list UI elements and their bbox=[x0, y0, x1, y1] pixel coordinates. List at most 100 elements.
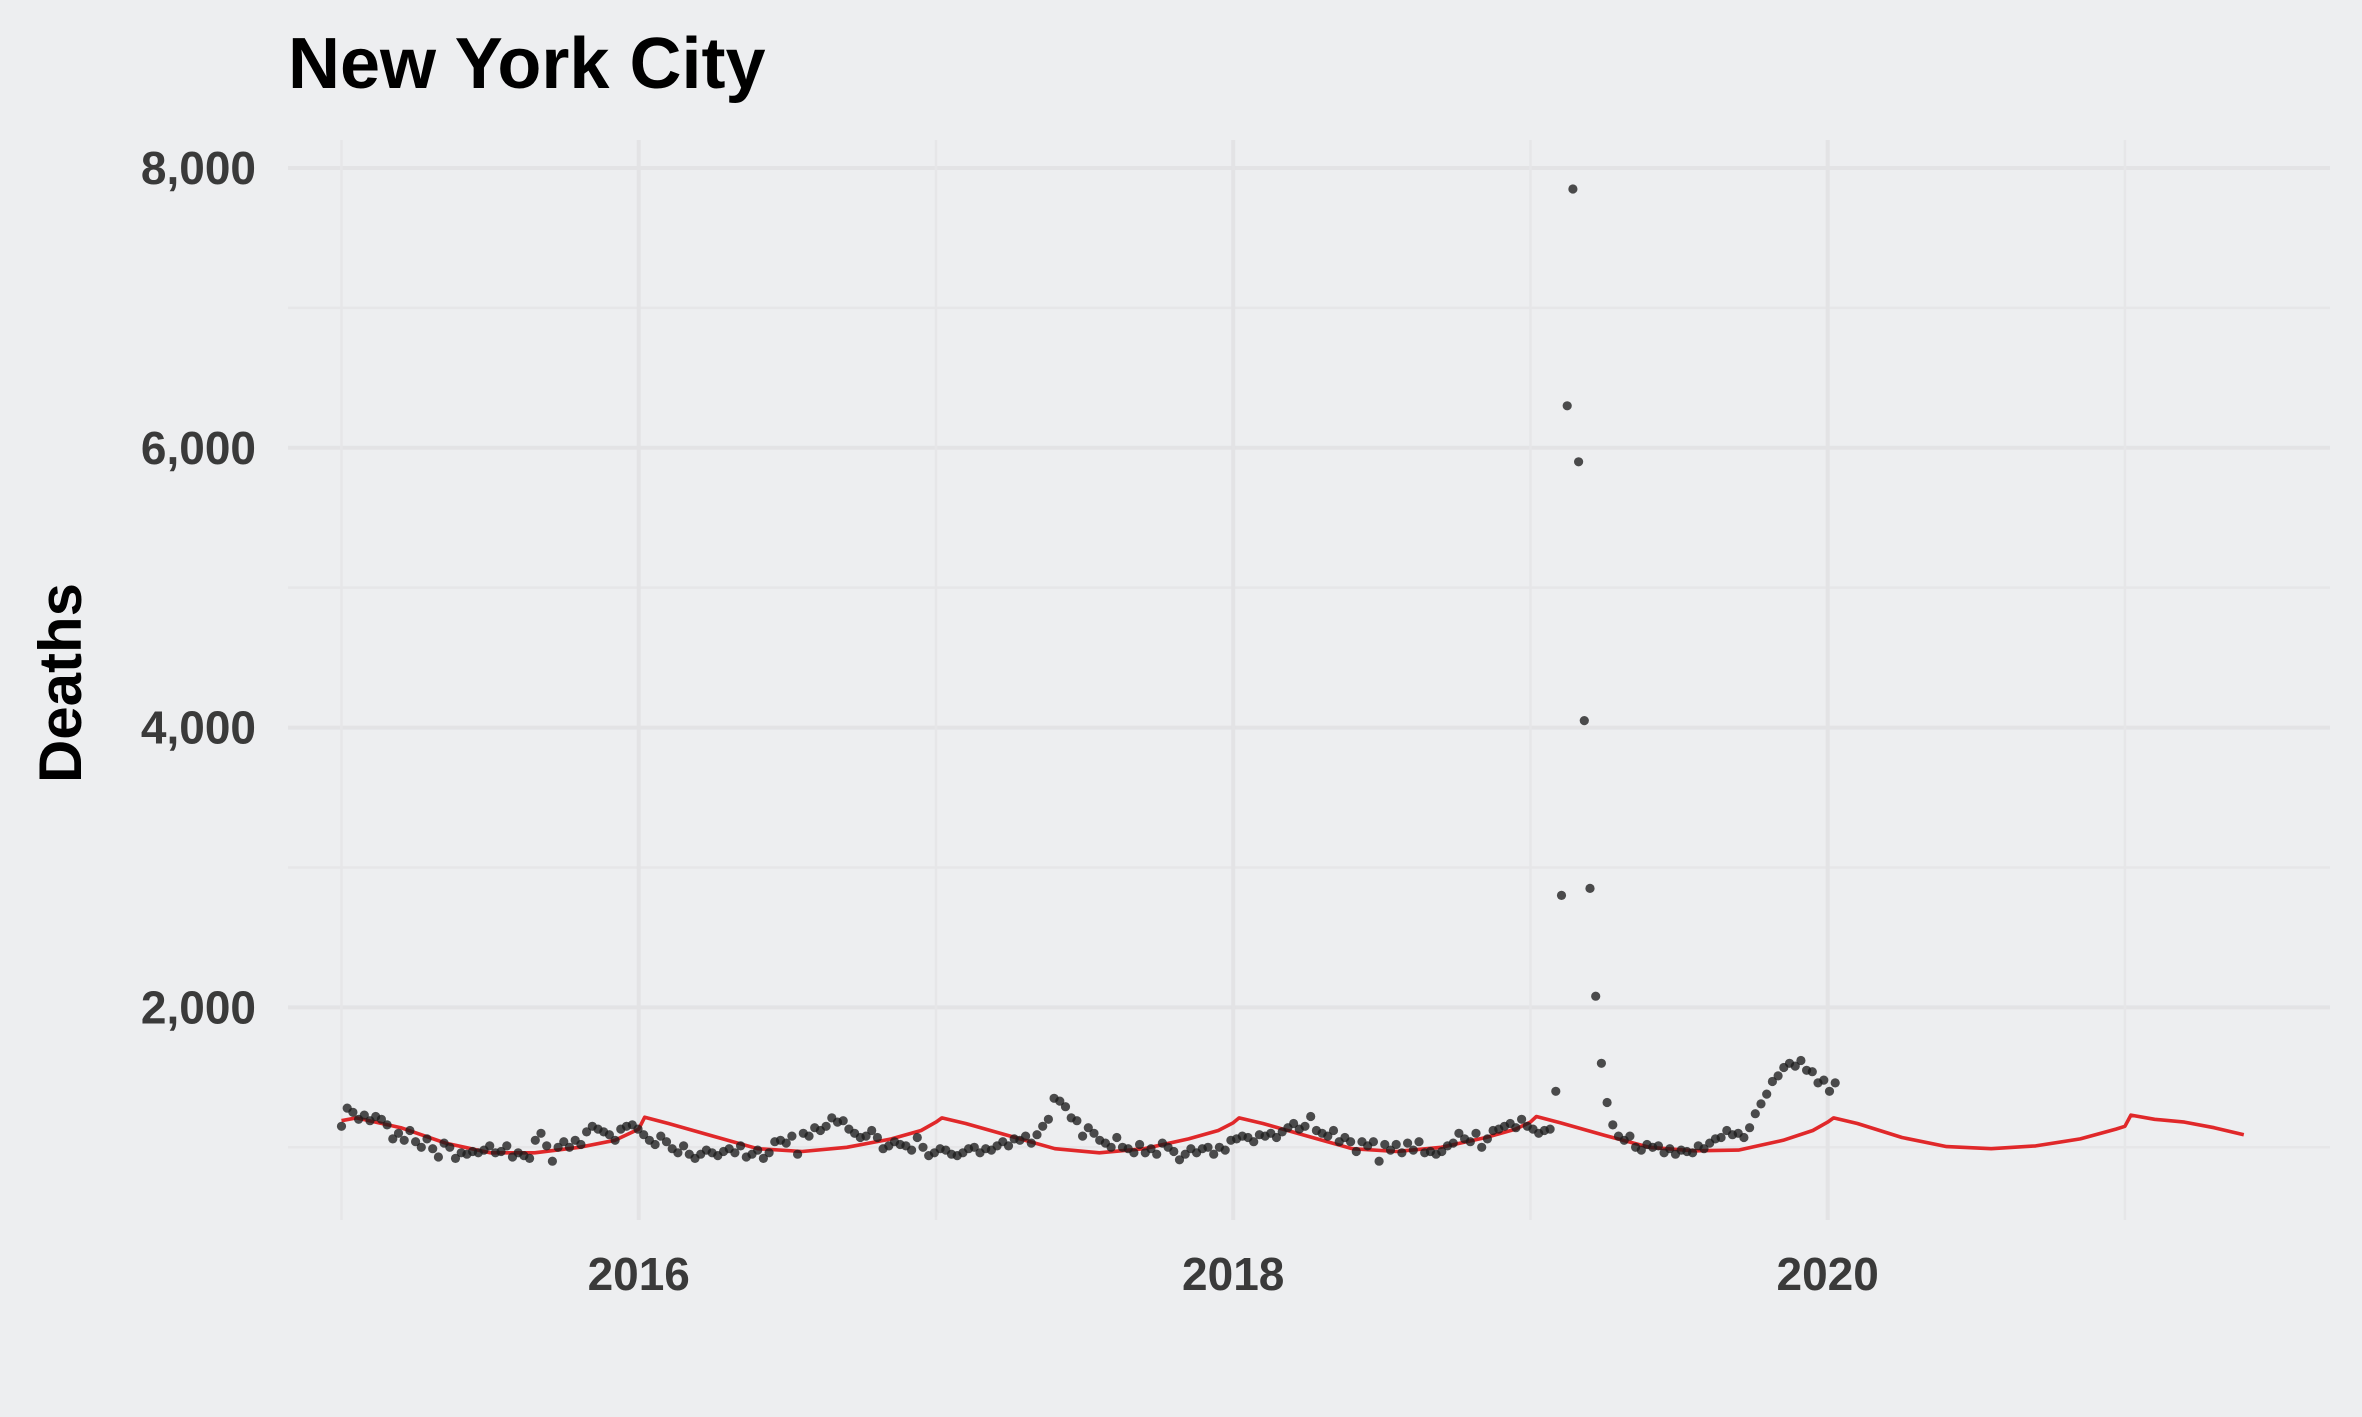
data-point bbox=[604, 1130, 615, 1140]
data-point bbox=[1465, 1137, 1475, 1147]
data-point bbox=[564, 1142, 575, 1152]
data-point bbox=[1562, 401, 1572, 411]
data-point bbox=[1688, 1148, 1698, 1158]
data-point bbox=[821, 1121, 831, 1131]
data-point bbox=[1551, 1086, 1561, 1096]
data-point bbox=[1482, 1134, 1492, 1144]
data-point bbox=[1568, 184, 1578, 194]
data-point bbox=[542, 1141, 552, 1151]
data-point bbox=[639, 1130, 649, 1140]
data-point bbox=[1591, 991, 1601, 1001]
data-point bbox=[907, 1145, 917, 1155]
data-point bbox=[1021, 1131, 1031, 1141]
data-point bbox=[1739, 1132, 1749, 1143]
data-point bbox=[1203, 1142, 1213, 1152]
data-point bbox=[502, 1141, 512, 1151]
data-points bbox=[336, 184, 1840, 1166]
data-point bbox=[1169, 1146, 1179, 1157]
data-point bbox=[656, 1131, 666, 1141]
y-tick-label: 6,000 bbox=[141, 422, 256, 474]
data-point bbox=[1762, 1089, 1772, 1099]
data-point bbox=[764, 1148, 774, 1158]
data-point bbox=[650, 1139, 660, 1150]
data-point bbox=[1773, 1071, 1783, 1081]
data-point bbox=[793, 1149, 803, 1159]
data-point bbox=[1083, 1123, 1093, 1133]
data-point bbox=[1454, 1128, 1464, 1138]
data-point bbox=[1579, 716, 1589, 726]
data-point bbox=[536, 1128, 546, 1138]
data-point bbox=[1545, 1124, 1555, 1134]
data-point bbox=[1437, 1146, 1447, 1157]
data-point bbox=[1824, 1086, 1835, 1096]
data-point bbox=[1517, 1114, 1527, 1124]
data-point bbox=[1408, 1145, 1418, 1155]
data-point bbox=[450, 1153, 461, 1163]
data-point bbox=[1796, 1055, 1806, 1066]
data-point bbox=[1819, 1075, 1829, 1085]
data-point bbox=[1174, 1155, 1185, 1165]
data-point bbox=[1368, 1137, 1378, 1147]
data-point bbox=[1699, 1144, 1709, 1154]
data-point bbox=[559, 1137, 569, 1147]
data-point bbox=[1271, 1132, 1282, 1143]
data-point bbox=[1209, 1149, 1219, 1159]
data-point bbox=[1745, 1123, 1755, 1133]
trend-line bbox=[341, 1113, 2245, 1155]
data-point bbox=[1089, 1128, 1099, 1138]
data-point bbox=[1653, 1141, 1663, 1151]
data-point bbox=[1249, 1137, 1259, 1147]
data-point bbox=[661, 1137, 672, 1147]
grid bbox=[288, 140, 2330, 1220]
data-point bbox=[1391, 1139, 1401, 1150]
data-point bbox=[1374, 1156, 1384, 1166]
data-point bbox=[411, 1137, 421, 1147]
data-point bbox=[576, 1139, 586, 1150]
data-point bbox=[1032, 1130, 1042, 1140]
data-point bbox=[336, 1121, 347, 1131]
data-point bbox=[393, 1128, 404, 1138]
data-point bbox=[969, 1142, 979, 1152]
data-point bbox=[1323, 1131, 1333, 1141]
data-point bbox=[530, 1135, 540, 1145]
data-point bbox=[1328, 1125, 1339, 1136]
data-point bbox=[918, 1142, 928, 1152]
data-point bbox=[547, 1156, 558, 1166]
y-tick-label: 2,000 bbox=[141, 981, 256, 1033]
data-point bbox=[553, 1142, 563, 1152]
data-point bbox=[1596, 1058, 1606, 1068]
data-point bbox=[582, 1127, 592, 1137]
data-point bbox=[1112, 1132, 1122, 1143]
data-point bbox=[1665, 1144, 1675, 1154]
data-point bbox=[1403, 1138, 1413, 1148]
data-point bbox=[382, 1120, 392, 1130]
y-axis-ticks: 2,000 4,000 6,000 8,000 bbox=[141, 142, 256, 1033]
data-point bbox=[633, 1124, 643, 1134]
data-point bbox=[1471, 1128, 1481, 1138]
data-point bbox=[422, 1134, 432, 1144]
data-point bbox=[1152, 1149, 1162, 1159]
trend-layer bbox=[341, 1113, 2245, 1155]
data-point bbox=[496, 1146, 506, 1157]
y-tick-label: 4,000 bbox=[141, 702, 256, 754]
data-point bbox=[1385, 1145, 1396, 1155]
data-point bbox=[1180, 1149, 1190, 1159]
data-point bbox=[1477, 1142, 1487, 1152]
data-point bbox=[610, 1135, 620, 1145]
data-point bbox=[1380, 1139, 1390, 1150]
data-point bbox=[867, 1125, 877, 1136]
data-point bbox=[405, 1125, 415, 1136]
data-point bbox=[1608, 1120, 1618, 1130]
data-point bbox=[736, 1141, 746, 1151]
data-point bbox=[1026, 1138, 1036, 1148]
data-point bbox=[359, 1110, 369, 1120]
data-point bbox=[485, 1141, 495, 1151]
x-tick-label: 2020 bbox=[1777, 1248, 1879, 1300]
data-point bbox=[1636, 1145, 1646, 1155]
data-point bbox=[525, 1153, 535, 1163]
data-point bbox=[758, 1153, 769, 1163]
data-point bbox=[804, 1131, 814, 1141]
data-point bbox=[399, 1135, 409, 1145]
